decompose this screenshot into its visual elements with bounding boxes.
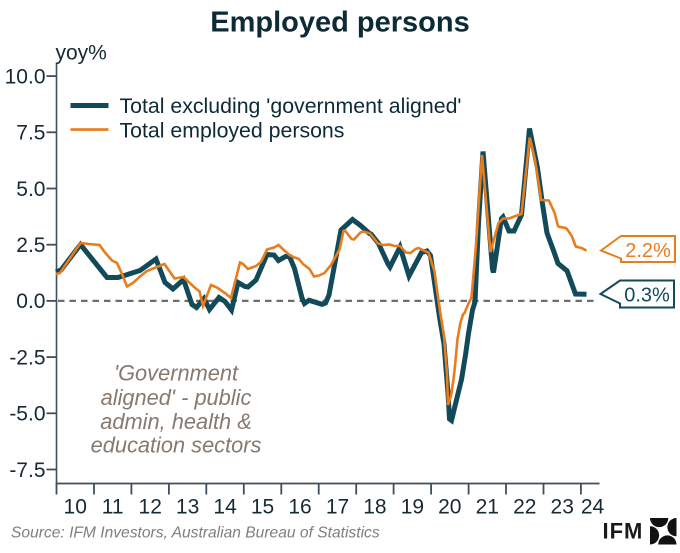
svg-text:5.0: 5.0 <box>16 178 45 201</box>
svg-text:2.5: 2.5 <box>16 234 45 257</box>
svg-text:IFM: IFM <box>603 519 644 544</box>
svg-text:18: 18 <box>363 496 386 519</box>
svg-text:0.0: 0.0 <box>16 290 45 313</box>
svg-text:Total excluding 'government al: Total excluding 'government aligned' <box>120 94 462 118</box>
svg-text:yoy%: yoy% <box>56 41 107 64</box>
svg-text:15: 15 <box>251 496 274 519</box>
svg-text:0.3%: 0.3% <box>624 285 670 307</box>
svg-text:education sectors: education sectors <box>91 432 262 457</box>
svg-text:Total employed persons: Total employed persons <box>120 118 345 142</box>
svg-text:14: 14 <box>213 496 237 519</box>
svg-text:12: 12 <box>139 496 162 519</box>
svg-text:16: 16 <box>288 496 311 519</box>
svg-text:17: 17 <box>326 496 349 519</box>
svg-text:-7.5: -7.5 <box>9 459 45 482</box>
svg-text:10: 10 <box>64 496 87 519</box>
svg-text:21: 21 <box>476 496 499 519</box>
svg-text:Employed persons: Employed persons <box>210 7 469 39</box>
svg-text:19: 19 <box>401 496 424 519</box>
svg-text:24: 24 <box>581 496 605 519</box>
svg-text:2.2%: 2.2% <box>625 240 671 262</box>
svg-text:-5.0: -5.0 <box>9 403 45 426</box>
svg-text:10.0: 10.0 <box>5 65 46 88</box>
svg-text:22: 22 <box>513 496 536 519</box>
svg-text:aligned' - public: aligned' - public <box>101 385 252 410</box>
svg-text:admin, health &: admin, health & <box>100 409 251 434</box>
svg-text:-2.5: -2.5 <box>9 346 45 369</box>
svg-text:11: 11 <box>102 496 124 519</box>
svg-text:13: 13 <box>176 496 199 519</box>
svg-text:20: 20 <box>438 496 461 519</box>
svg-text:'Government: 'Government <box>114 361 239 386</box>
svg-text:Source: IFM Investors, Austral: Source: IFM Investors, Australian Bureau… <box>11 525 380 542</box>
svg-text:23: 23 <box>551 496 574 519</box>
svg-text:7.5: 7.5 <box>16 122 45 145</box>
